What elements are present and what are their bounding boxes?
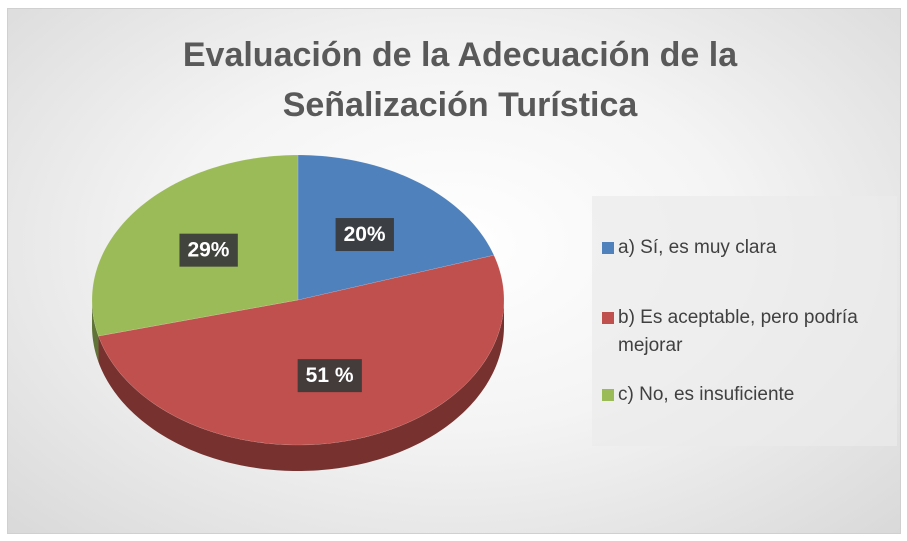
- pie-slice: [297, 154, 495, 301]
- value-label-box: [335, 218, 394, 252]
- chart-title: Evaluación de la Adecuación de la Señali…: [182, 36, 738, 124]
- value-label: 29%: [187, 239, 229, 262]
- legend: a) Sí, es muy clara b) Es aceptable, pero…: [592, 196, 897, 446]
- legend-label: a) Sí, es muy clara: [618, 237, 777, 258]
- pie-slice: [98, 254, 505, 446]
- legend-swatch: [602, 312, 614, 324]
- legend-label: b) Es aceptable, pero podría mejorar: [618, 307, 858, 356]
- value-label-group: 20%: [335, 218, 394, 252]
- legend-entry: a) Sí, es muy clara: [602, 234, 907, 262]
- value-label-group: 29%: [179, 233, 238, 267]
- legend-swatch: [602, 242, 614, 254]
- value-label-group: 51 %: [297, 359, 362, 393]
- value-label-box: [297, 359, 362, 393]
- legend-entry: b) Es aceptable, pero podría mejorar: [602, 304, 907, 360]
- slice-side: [98, 300, 505, 471]
- value-label: 51 %: [306, 364, 354, 387]
- slice-side: [92, 300, 99, 363]
- value-label-box: [179, 233, 238, 267]
- legend-entry: c) No, es insuficiente: [602, 381, 907, 409]
- value-label: 20%: [344, 223, 386, 246]
- legend-swatch: [602, 389, 614, 401]
- legend-label: c) No, es insuficiente: [618, 384, 795, 405]
